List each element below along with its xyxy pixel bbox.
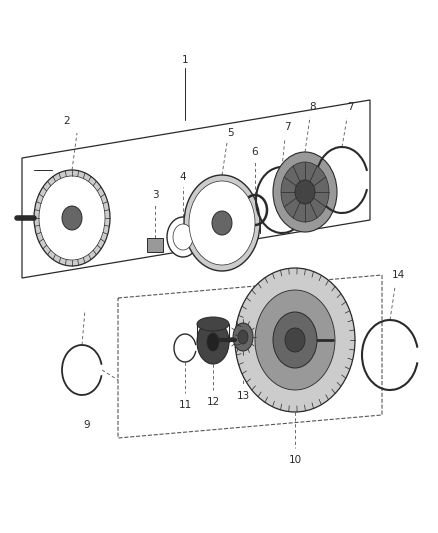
Text: 12: 12	[206, 397, 219, 407]
Text: 4: 4	[180, 172, 186, 182]
Ellipse shape	[184, 175, 260, 271]
Ellipse shape	[197, 320, 229, 364]
Text: 6: 6	[252, 147, 258, 157]
Ellipse shape	[39, 176, 105, 260]
Ellipse shape	[273, 152, 337, 232]
Ellipse shape	[238, 330, 248, 344]
Ellipse shape	[34, 170, 110, 266]
Ellipse shape	[235, 268, 355, 412]
Ellipse shape	[233, 323, 253, 351]
Text: 7: 7	[347, 102, 353, 112]
Ellipse shape	[207, 333, 219, 351]
Ellipse shape	[189, 181, 255, 265]
Ellipse shape	[285, 328, 305, 352]
Ellipse shape	[255, 290, 335, 390]
Ellipse shape	[173, 224, 193, 250]
Ellipse shape	[212, 211, 232, 235]
Text: 2: 2	[64, 116, 71, 126]
Ellipse shape	[167, 217, 199, 257]
Text: 13: 13	[237, 391, 250, 401]
Text: 1: 1	[182, 55, 188, 65]
Text: 11: 11	[178, 400, 192, 410]
Polygon shape	[147, 238, 163, 252]
Text: 9: 9	[84, 420, 90, 430]
Ellipse shape	[281, 162, 329, 222]
Text: 7: 7	[284, 122, 290, 132]
Ellipse shape	[273, 312, 317, 368]
Text: 8: 8	[310, 102, 316, 112]
Text: 10: 10	[289, 455, 301, 465]
Ellipse shape	[197, 317, 229, 331]
Text: 3: 3	[152, 190, 158, 200]
Text: 5: 5	[227, 128, 233, 138]
Ellipse shape	[295, 180, 315, 204]
Ellipse shape	[62, 206, 82, 230]
Text: 14: 14	[392, 270, 405, 280]
